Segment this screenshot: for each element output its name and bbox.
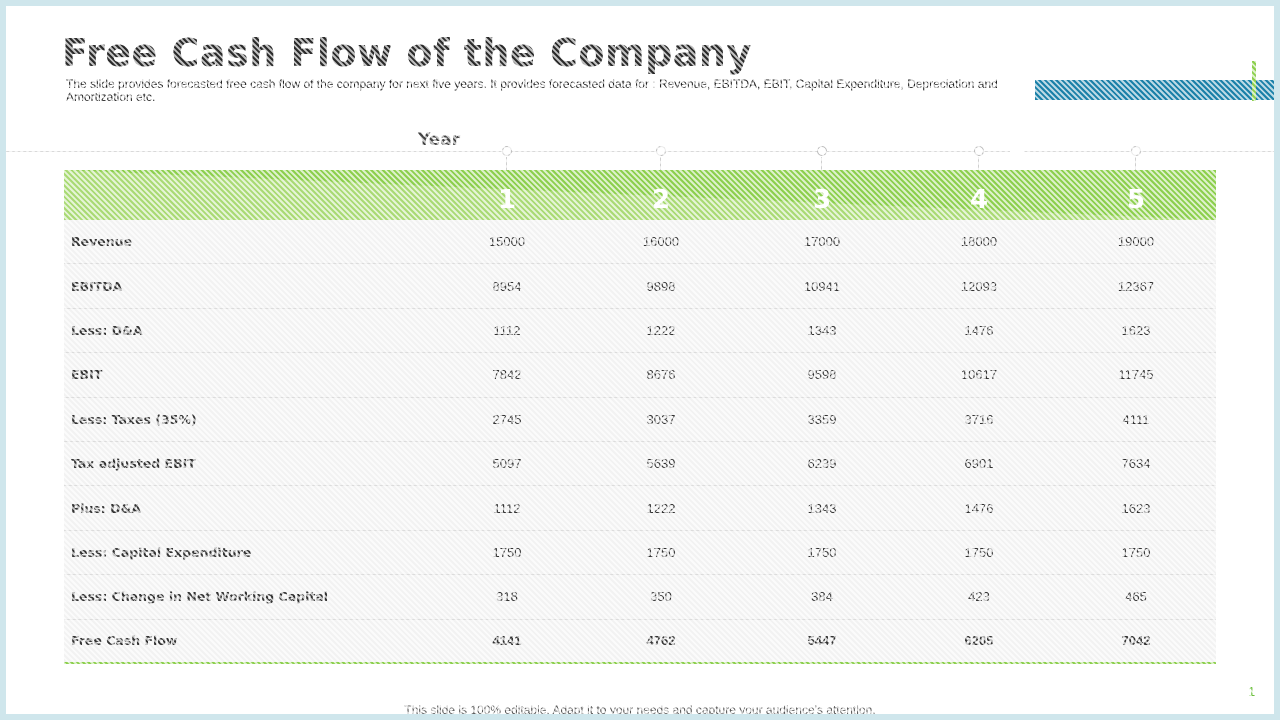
table-cell: 1222 xyxy=(646,500,676,516)
table-cell: 1112 xyxy=(493,500,521,516)
year-header: 1 xyxy=(497,185,517,215)
table-cell: 19000 xyxy=(1117,234,1155,250)
page-title: Free Cash Flow of the Company xyxy=(62,31,752,75)
table-row: Tax adjusted EBIT 5097 5639 6239 6901 7634 xyxy=(64,441,1216,487)
page-subtitle: The slide provides forecasted free cash … xyxy=(66,77,998,104)
table-row: EBIT 7842 8676 9598 10617 11745 xyxy=(64,353,1216,398)
table-row: EBITDA 8954 9898 10941 12093 12367 xyxy=(64,264,1216,309)
table-cell: 7842 xyxy=(492,367,522,383)
table-row: Plus: D&A 1112 1222 1343 1476 1623 xyxy=(64,486,1216,531)
table-cell: 1623 xyxy=(1121,500,1151,516)
table-cell: 10941 xyxy=(803,278,841,294)
slide: Free Cash Flow of the Company The slide … xyxy=(6,6,1280,717)
accent-bar-green xyxy=(1252,61,1256,101)
timeline-marker xyxy=(974,146,984,156)
table-cell: 12367 xyxy=(1117,278,1155,294)
year-header: 2 xyxy=(651,185,671,215)
timeline-line xyxy=(6,151,1274,152)
row-label: Less: Taxes (35%) xyxy=(71,411,197,427)
table-cell: 1343 xyxy=(807,500,837,516)
table-cell: 6205 xyxy=(964,633,994,649)
table-cell: 12093 xyxy=(960,278,998,294)
table-cell: 8676 xyxy=(646,367,676,383)
table-cell: 384 xyxy=(811,589,833,605)
table-cell: 8954 xyxy=(492,278,522,294)
table-cell: 6901 xyxy=(964,456,994,472)
table-cell: 1750 xyxy=(807,544,837,560)
table-cell: 3716 xyxy=(964,411,994,427)
table-cell: 18000 xyxy=(960,234,998,250)
table-cell: 350 xyxy=(650,589,672,605)
table-cell: 465 xyxy=(1125,589,1147,605)
table-cell: 6239 xyxy=(807,456,837,472)
table-cell: 1750 xyxy=(1121,544,1151,560)
timeline-marker xyxy=(656,146,666,156)
table-row: Free Cash Flow 4141 4762 5447 6205 7042 xyxy=(64,619,1216,664)
table-cell: 10617 xyxy=(960,367,998,383)
table-cell: 4111 xyxy=(1122,411,1150,427)
table-cell: 15000 xyxy=(488,234,526,250)
timeline-marker xyxy=(502,146,512,156)
table-cell: 3037 xyxy=(646,411,676,427)
table-cell: 4762 xyxy=(646,633,676,649)
table-cell: 7634 xyxy=(1121,456,1151,472)
footer-note: This slide is 100% editable. Adapt it to… xyxy=(404,703,876,717)
table-cell: 1343 xyxy=(807,322,837,338)
table-cell: 1222 xyxy=(646,322,676,338)
row-label: Free Cash Flow xyxy=(71,633,178,649)
table-cell: 5447 xyxy=(807,633,837,649)
table-cell: 9898 xyxy=(646,278,676,294)
page-number: 1 xyxy=(1248,684,1256,699)
timeline-marker xyxy=(1131,146,1141,156)
table-row: Less: D&A 1112 1222 1343 1476 1623 xyxy=(64,308,1216,354)
row-label: Less: Change in Net Working Capital xyxy=(71,589,329,605)
year-header: 3 xyxy=(812,185,832,215)
table-cell: 17000 xyxy=(803,234,841,250)
table-row: Revenue 15000 16000 17000 18000 19000 xyxy=(64,220,1216,265)
table-cell: 3359 xyxy=(807,411,837,427)
table-cell: 4141 xyxy=(492,633,522,649)
table-cell: 1112 xyxy=(493,322,521,338)
table-cell: 1623 xyxy=(1121,322,1151,338)
table-cell: 9598 xyxy=(807,367,837,383)
row-label: Plus: D&A xyxy=(71,500,142,516)
table-cell: 11745 xyxy=(1118,367,1154,383)
row-label: EBIT xyxy=(71,367,103,383)
table-cell: 318 xyxy=(496,589,518,605)
table-cell: 1476 xyxy=(964,322,994,338)
table-cell: 1750 xyxy=(964,544,994,560)
table-row: Less: Capital Expenditure 1750 1750 1750 175… xyxy=(64,530,1216,576)
row-label: Tax adjusted EBIT xyxy=(71,456,196,472)
accent-bar-blue xyxy=(1035,80,1280,100)
year-header: 5 xyxy=(1126,185,1146,215)
row-label: Less: D&A xyxy=(71,322,143,338)
cash-flow-table: Revenue 15000 16000 17000 18000 19000 EBITDA 89… xyxy=(64,220,1216,664)
table-cell: 423 xyxy=(968,589,990,605)
table-cell: 5097 xyxy=(492,456,522,472)
table-cell: 1750 xyxy=(492,544,522,560)
row-label: Revenue xyxy=(71,234,133,250)
row-label: EBITDA xyxy=(71,278,123,294)
table-row: Less: Taxes (35%) 2745 3037 3359 3716 4111 xyxy=(64,397,1216,442)
timeline-marker xyxy=(817,146,827,156)
table-cell: 2745 xyxy=(492,411,522,427)
table-cell: 7042 xyxy=(1121,633,1151,649)
table-cell: 1750 xyxy=(646,544,676,560)
year-label: Year xyxy=(418,130,461,150)
table-cell: 1476 xyxy=(964,500,994,516)
table-cell: 16000 xyxy=(642,234,680,250)
table-row: Less: Change in Net Working Capital 318 35… xyxy=(64,575,1216,620)
year-header: 4 xyxy=(969,185,989,215)
table-cell: 5639 xyxy=(646,456,676,472)
row-label: Less: Capital Expenditure xyxy=(71,544,252,560)
timeline-gap xyxy=(1010,149,1024,155)
